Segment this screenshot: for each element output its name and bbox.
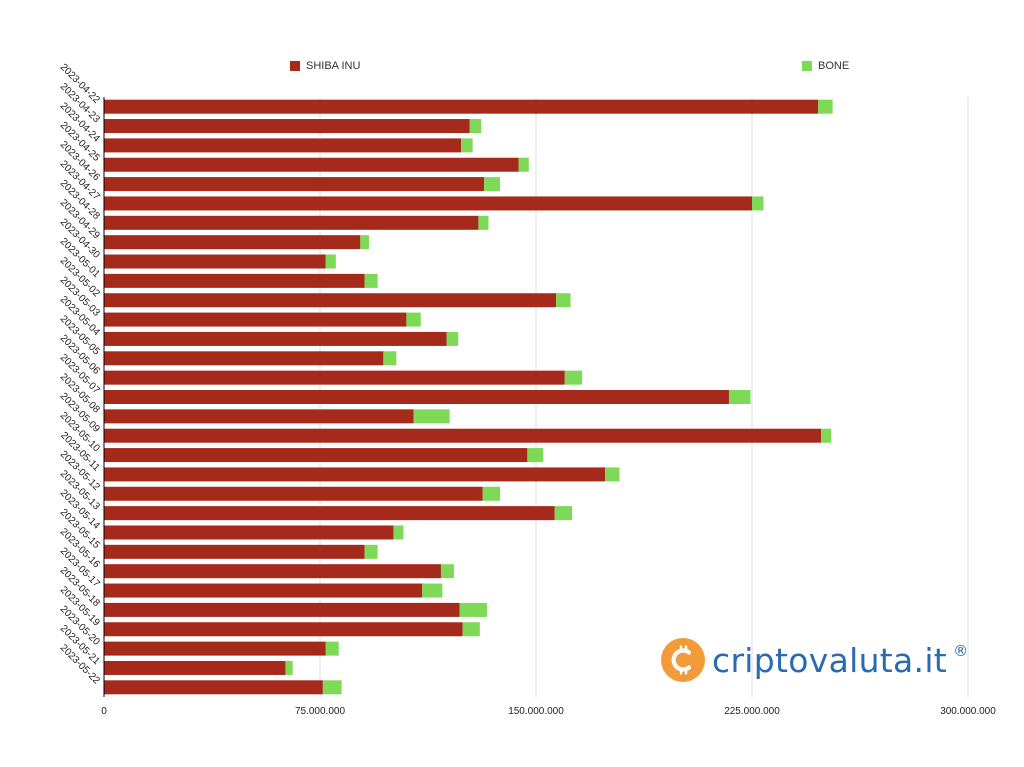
bar-shiba-inu [104,312,407,327]
bar-bone [469,119,482,134]
bar-shiba-inu [104,486,483,501]
x-tick-label: 225.000.000 [724,706,780,717]
bar-shiba-inu [104,544,365,559]
bar-shiba-inu [104,157,519,172]
bar-shiba-inu [104,583,423,598]
bar-shiba-inu [104,273,365,288]
bar-bone [605,467,620,482]
bar-bone [413,409,450,424]
bar-shiba-inu [104,448,528,463]
logo-wordmark: criptovaluta.it [712,640,948,680]
bar-bone [393,525,404,540]
bar-bone [518,157,529,172]
bar-bone [821,428,832,443]
bar-bone [446,331,459,346]
bar-shiba-inu [104,409,414,424]
legend-swatch-shiba-inu [290,61,300,71]
bar-shiba-inu [104,602,460,617]
bar-shiba-inu [104,235,361,250]
x-tick-label: 300.000.000 [940,706,996,717]
bar-shiba-inu [104,641,326,656]
bar-shiba-inu [104,428,822,443]
legend-label-bone: BONE [818,60,850,72]
bar-bone [527,448,544,463]
bar-bone [556,293,571,308]
bar-shiba-inu [104,660,286,675]
bar-shiba-inu [104,564,441,579]
bar-shiba-inu [104,138,462,153]
criptovaluta-logo: criptovaluta.it ® [660,636,968,684]
bar-bone [752,196,764,211]
bar-shiba-inu [104,196,752,211]
bar-bone [422,583,443,598]
x-tick-label: 0 [101,706,107,717]
bar-shiba-inu [104,506,555,521]
logo-registered-mark: ® [953,642,969,660]
legend-swatch-bone [802,61,812,71]
bar-bone [440,564,454,579]
bar-shiba-inu [104,680,323,695]
bar-shiba-inu [104,331,447,346]
bitcoin-coin-icon [661,638,705,682]
bar-bone [728,390,751,404]
bar-bone [462,622,480,637]
bar-bone [360,235,369,250]
legend-item-shiba-inu: SHIBA INU [290,59,360,73]
bar-bone [564,370,583,385]
bar-shiba-inu [104,351,384,366]
bar-shiba-inu [104,467,606,482]
bar-bone [459,602,488,617]
bar-shiba-inu [104,119,470,134]
bar-bone [325,254,336,269]
bar-shiba-inu [104,254,326,269]
bar-bone [325,641,339,656]
bar-shiba-inu [104,215,479,230]
bar-shiba-inu [104,99,819,114]
x-tick-label: 150.000.000 [508,706,564,717]
bars-layer [104,99,833,695]
bar-bone [364,544,378,559]
legend-item-bone: BONE [802,59,849,73]
bar-bone [364,273,378,288]
bar-shiba-inu [104,525,394,540]
bar-bone [406,312,421,327]
bar-shiba-inu [104,370,565,385]
bar-shiba-inu [104,390,729,404]
bar-bone [554,506,572,521]
bar-bone [818,99,833,114]
bar-bone [478,215,489,230]
bar-bone [383,351,397,366]
bar-bone [285,660,293,675]
bar-bone [322,680,342,695]
legend-label-shiba-inu: SHIBA INU [306,60,361,72]
bar-shiba-inu [104,177,485,192]
bar-shiba-inu [104,622,463,637]
bar-bone [461,138,473,153]
x-tick-label: 75.000.000 [295,706,345,717]
bar-bone [484,177,500,192]
bar-shiba-inu [104,293,557,308]
bar-bone [482,486,500,501]
